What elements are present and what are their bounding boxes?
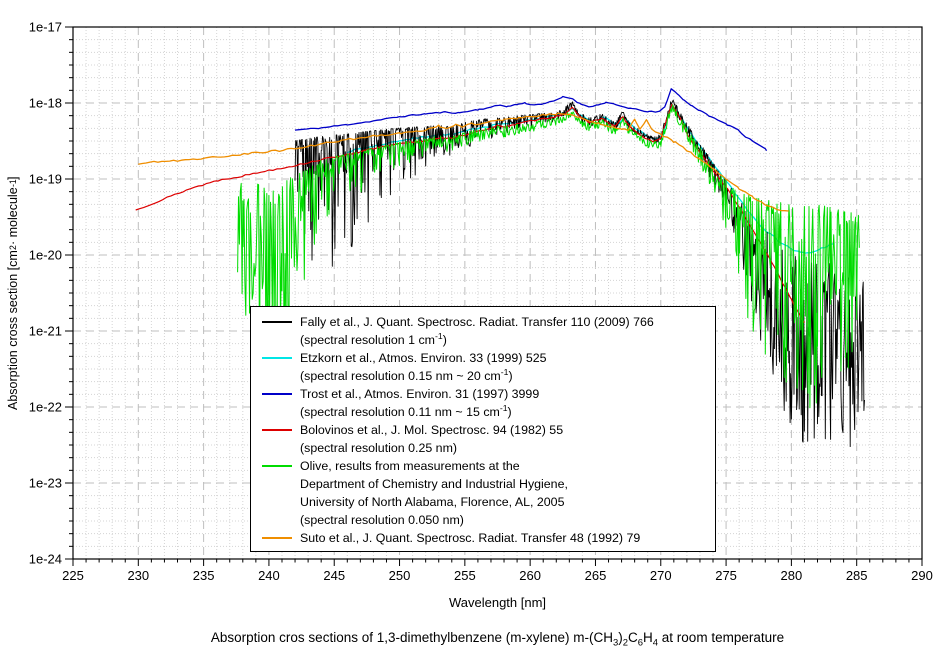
- x-tick-label: 245: [323, 568, 345, 583]
- x-tick-label: 275: [715, 568, 737, 583]
- legend-entry-trost: Trost et al., Atmos. Environ. 31 (1997) …: [251, 385, 715, 421]
- series-suto: [138, 112, 789, 212]
- x-tick-label: 240: [258, 568, 280, 583]
- x-tick-label: 290: [911, 568, 933, 583]
- legend-label-suto: Suto et al., J. Quant. Spectrosc. Radiat…: [300, 531, 641, 545]
- y-tick-label: 1e-24: [29, 552, 62, 567]
- y-tick-label: 1e-21: [29, 324, 62, 339]
- legend-label-fally: Fally et al., J. Quant. Spectrosc. Radia…: [300, 315, 654, 347]
- x-tick-label: 230: [127, 568, 149, 583]
- chart-title: Absorption cros sections of 1,3-dimethyl…: [210, 630, 785, 649]
- y-tick-label: 1e-23: [29, 476, 62, 491]
- series-fally: [294, 99, 865, 448]
- x-tick-label: 285: [846, 568, 868, 583]
- y-tick-label: 1e-18: [29, 96, 62, 111]
- y-tick-label: 1e-22: [29, 400, 62, 415]
- legend-line-sample-fally: [262, 321, 292, 323]
- legend-entry-bolovinos: Bolovinos et al., J. Mol. Spectrosc. 94 …: [251, 421, 715, 457]
- x-tick-label: 265: [585, 568, 607, 583]
- series-group: [135, 88, 865, 448]
- legend-label-bolovinos: Bolovinos et al., J. Mol. Spectrosc. 94 …: [300, 423, 564, 455]
- x-tick-label: 260: [519, 568, 541, 583]
- legend-line-sample-trost: [262, 393, 292, 395]
- plot-frame: 225 230 235 240 245 250 255 260 265 270 275 280 285 2…: [29, 20, 933, 584]
- legend-line-sample-bolovinos: [262, 429, 292, 431]
- legend-label-olive: Olive, results from measurements at the D…: [300, 459, 568, 527]
- legend-line-sample-suto: [262, 537, 292, 539]
- legend-entry-fally: Fally et al., J. Quant. Spectrosc. Radia…: [251, 313, 715, 349]
- x-tick-label: 225: [62, 568, 84, 583]
- x-tick-label: 255: [454, 568, 476, 583]
- x-tick-label: 250: [389, 568, 411, 583]
- legend-label-trost: Trost et al., Atmos. Environ. 31 (1997) …: [300, 387, 540, 419]
- legend-line-sample-olive: [262, 465, 292, 467]
- legend: Fally et al., J. Quant. Spectrosc. Radia…: [250, 306, 716, 552]
- y-tick-label: 1e-17: [29, 20, 62, 35]
- x-tick-label: 280: [781, 568, 803, 583]
- x-tick-label: 270: [650, 568, 672, 583]
- y-axis-label: Absorption cross section [cm 2 · molecule…: [6, 176, 20, 410]
- legend-entry-suto: Suto et al., J. Quant. Spectrosc. Radiat…: [251, 529, 715, 547]
- legend-label-etzkorn: Etzkorn et al., Atmos. Environ. 33 (1999…: [300, 351, 547, 383]
- legend-entry-etzkorn: Etzkorn et al., Atmos. Environ. 33 (1999…: [251, 349, 715, 385]
- y-tick-label: 1e-20: [29, 248, 62, 263]
- series-olive: [237, 104, 860, 409]
- x-tick-label: 235: [193, 568, 215, 583]
- legend-line-sample-etzkorn: [262, 357, 292, 359]
- x-axis-label: Wavelength [nm]: [448, 595, 547, 610]
- series-trost: [294, 88, 768, 152]
- legend-entry-olive: Olive, results from measurements at the D…: [251, 457, 715, 529]
- y-tick-label: 1e-19: [29, 172, 62, 187]
